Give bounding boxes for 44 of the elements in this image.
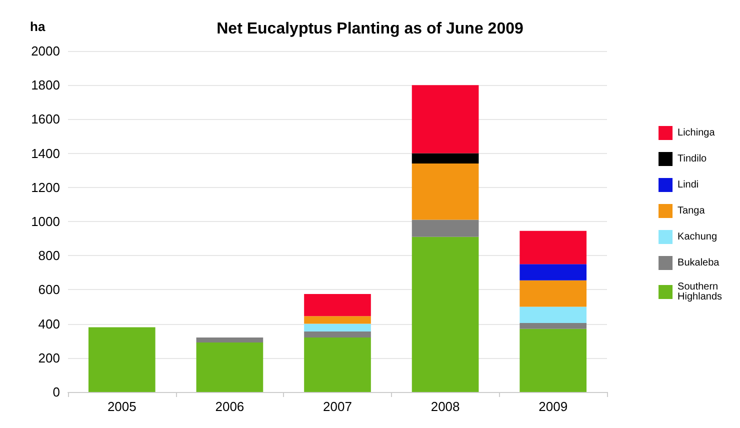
y-tick-label: 600 (38, 282, 60, 298)
bar (304, 337, 371, 392)
bar (196, 342, 264, 392)
bar (412, 164, 479, 220)
legend-label: Lindi (678, 180, 699, 190)
legend-label: Southern Highlands (678, 282, 722, 302)
bar (304, 331, 371, 338)
y-tick-label: 200 (38, 350, 60, 366)
bar (412, 153, 479, 164)
bar (196, 337, 264, 343)
bar (520, 230, 587, 264)
bar (520, 328, 587, 392)
bar (304, 324, 371, 332)
y-tick-label: 1600 (31, 112, 60, 127)
bar (520, 322, 587, 329)
y-tick-label: 400 (38, 316, 60, 332)
y-tick-label: 1400 (31, 146, 60, 161)
y-tick-label: 0 (52, 384, 60, 400)
bar (520, 306, 587, 323)
y-tick-label: 800 (38, 248, 60, 264)
x-tick-label: 2007 (323, 399, 352, 414)
x-tick-label: 2009 (538, 399, 568, 414)
bar (412, 236, 479, 392)
bar (304, 294, 371, 316)
bar (304, 316, 371, 324)
chart-title: Net Eucalyptus Planting as of June 2009 (216, 20, 524, 38)
y-tick-label: 1200 (31, 180, 60, 195)
y-tick-label: 1800 (31, 78, 60, 93)
bar (520, 280, 587, 307)
y-tick-label: 1000 (31, 214, 60, 229)
x-tick-label: 2005 (107, 399, 136, 414)
x-tick-label: 2008 (430, 399, 460, 414)
legend-label: Lichinga (678, 128, 716, 138)
y-tick-label: 2000 (31, 44, 60, 58)
bar (520, 264, 587, 280)
legend-label: Tanga (678, 206, 706, 216)
y-axis-title: ha (30, 19, 46, 34)
bar (412, 220, 479, 237)
legend-label: Bukaleba (678, 258, 720, 268)
legend-label: Kachung (678, 232, 718, 242)
bar (412, 85, 479, 154)
legend-label: Tindilo (678, 154, 708, 164)
bar (88, 327, 156, 392)
x-tick-label: 2006 (215, 399, 244, 414)
